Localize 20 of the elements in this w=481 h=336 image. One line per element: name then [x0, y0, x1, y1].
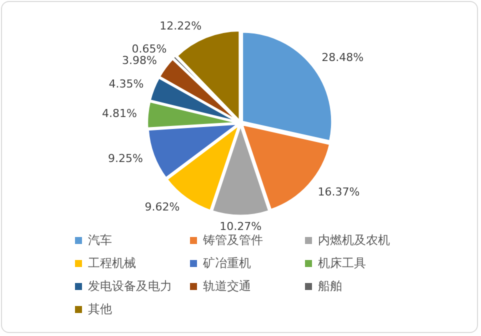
legend-label: 汽车 — [87, 232, 113, 249]
data-label: 3.98% — [122, 54, 157, 67]
data-label: 10.27% — [220, 220, 262, 233]
data-label: 4.81% — [102, 106, 137, 120]
data-label: 9.62% — [144, 200, 180, 214]
data-label: 28.48% — [322, 50, 364, 64]
data-label: 16.37% — [318, 185, 360, 198]
legend-label: 机床工具 — [317, 255, 367, 272]
legend-label: 内燃机及农机 — [317, 232, 391, 249]
legend-label: 轨道交通 — [202, 278, 252, 295]
legend-label: 铸管及管件 — [202, 232, 264, 249]
data-label: 9.25% — [108, 152, 143, 165]
data-label: 4.35% — [108, 78, 144, 91]
legend-label: 船舶 — [317, 278, 343, 295]
legend-label: 矿冶重机 — [202, 255, 252, 272]
legend-label: 工程机械 — [87, 255, 137, 272]
legend-label: 发电设备及电力 — [87, 278, 173, 295]
data-label: 0.65% — [132, 42, 167, 56]
data-label: 12.22% — [160, 19, 202, 32]
legend-label: 其他 — [87, 301, 113, 318]
